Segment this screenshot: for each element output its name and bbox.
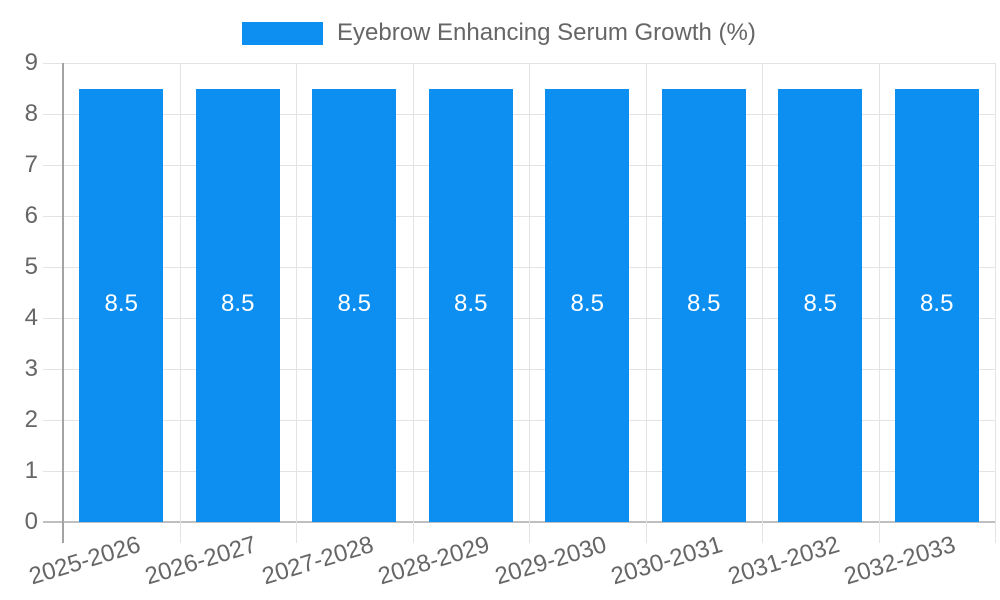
bar-value-label: 8.5 — [920, 290, 954, 318]
bar-value-label: 8.5 — [803, 290, 837, 318]
y-axis-tick-label: 4 — [24, 304, 38, 331]
legend-item[interactable]: Eyebrow Enhancing Serum Growth (%) — [242, 19, 756, 47]
y-gridline — [43, 369, 995, 370]
y-gridline — [43, 114, 995, 115]
x-axis-label: 2027-2028 — [258, 531, 377, 591]
x-gridline — [529, 63, 530, 543]
y-gridline — [43, 420, 995, 421]
x-axis-label: 2032-2033 — [841, 531, 959, 591]
legend-label: Eyebrow Enhancing Serum Growth (%) — [337, 19, 756, 46]
bar[interactable]: 8.5 — [195, 88, 280, 522]
x-axis-label: 2029-2030 — [491, 531, 610, 591]
y-gridline — [43, 165, 995, 166]
bar-value-label: 8.5 — [454, 290, 488, 318]
y-gridline — [43, 216, 995, 217]
bar[interactable]: 8.5 — [661, 88, 746, 522]
bar-value-label: 8.5 — [221, 290, 255, 318]
bar-value-label: 8.5 — [104, 290, 138, 318]
legend-swatch — [242, 21, 323, 45]
bar-value-label: 8.5 — [337, 290, 371, 318]
y-axis-line — [62, 63, 64, 543]
y-axis-tick-label: 2 — [24, 406, 38, 433]
y-axis-tick-label: 1 — [24, 457, 38, 484]
x-gridline — [296, 63, 297, 543]
x-axis-label: 2031-2032 — [724, 531, 843, 591]
x-gridline — [646, 63, 647, 543]
x-gridline — [413, 63, 414, 543]
y-axis-tick-label: 3 — [24, 355, 38, 382]
x-axis-label: 2030-2031 — [608, 531, 726, 591]
bar-value-label: 8.5 — [570, 290, 604, 318]
y-axis-tick-label: 7 — [24, 151, 38, 178]
bar[interactable]: 8.5 — [79, 88, 164, 522]
bar[interactable]: 8.5 — [312, 88, 397, 522]
x-gridline — [995, 63, 996, 543]
bar[interactable]: 8.5 — [778, 88, 863, 522]
x-axis-zero-line — [43, 521, 995, 523]
y-axis-tick-label: 0 — [24, 508, 38, 535]
bar-value-label: 8.5 — [687, 290, 721, 318]
y-axis-tick-label: 8 — [24, 100, 38, 127]
y-gridline — [43, 267, 995, 268]
y-gridline — [43, 63, 995, 64]
bar[interactable]: 8.5 — [545, 88, 630, 522]
x-axis-label: 2026-2027 — [142, 531, 260, 591]
bar[interactable]: 8.5 — [894, 88, 979, 522]
y-axis-tick-label: 9 — [24, 49, 38, 76]
x-axis-label: 2025-2026 — [25, 531, 144, 591]
bar[interactable]: 8.5 — [428, 88, 513, 522]
y-axis-tick-label: 5 — [24, 253, 38, 280]
x-axis-label: 2028-2029 — [375, 531, 493, 591]
y-axis-tick-label: 6 — [24, 202, 38, 229]
x-gridline — [762, 63, 763, 543]
y-gridline — [43, 471, 995, 472]
x-gridline — [180, 63, 181, 543]
x-gridline — [879, 63, 880, 543]
y-gridline — [43, 318, 995, 319]
